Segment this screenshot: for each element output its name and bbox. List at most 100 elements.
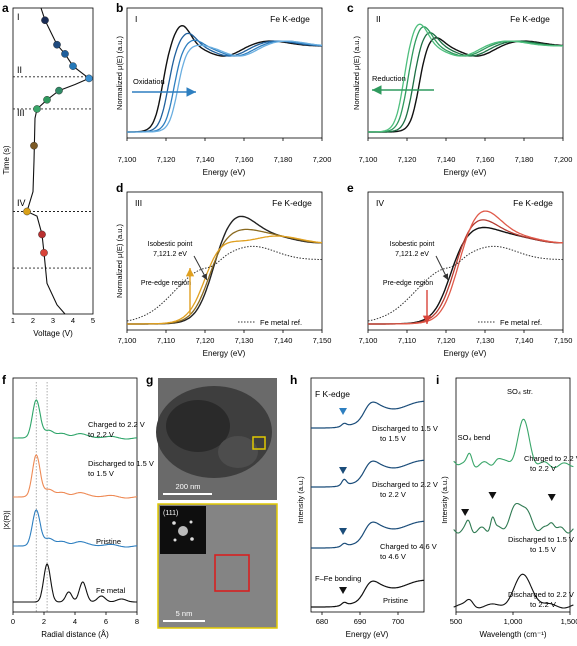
y-axis-label: Normalized μ(E) (a.u.) bbox=[115, 36, 124, 110]
x-ticks: 7,100 7,120 7,140 7,160 7,180 7,200 bbox=[118, 138, 332, 164]
isosbestic-label: Isobestic point bbox=[148, 241, 193, 248]
arrow-label: Reduction bbox=[372, 74, 406, 83]
xanes-series-line bbox=[127, 39, 323, 133]
panel-h-plot bbox=[311, 400, 425, 608]
roman-label: II bbox=[376, 14, 381, 24]
panel-letter: d bbox=[116, 181, 123, 195]
series-label: to 2.2 V bbox=[530, 600, 556, 609]
region-label: II bbox=[17, 65, 22, 75]
time-point-marker bbox=[30, 141, 38, 150]
x-tick-label: 7,120 bbox=[157, 155, 176, 164]
y-axis-label: Normalized μ(E) (a.u.) bbox=[352, 36, 361, 110]
series-label: Charged to 2.2 V bbox=[524, 454, 577, 463]
x-tick-label: 7,140 bbox=[515, 336, 534, 345]
raman-series-line bbox=[453, 573, 574, 609]
edge-label: Fe K-edge bbox=[510, 14, 550, 24]
ft-series-line bbox=[13, 509, 138, 548]
panel-b-plot bbox=[127, 24, 323, 133]
panel-a-frame bbox=[12, 7, 94, 315]
isosbestic-value: 7,121.2 eV bbox=[395, 251, 429, 258]
plot-frame bbox=[310, 377, 425, 613]
x-tick-label: 0 bbox=[11, 617, 15, 626]
arrow-label: Oxidation bbox=[133, 77, 165, 86]
xanes-series-line bbox=[127, 32, 323, 133]
time-point-marker bbox=[38, 230, 46, 239]
xanes-series-line bbox=[126, 245, 323, 322]
x-tick-label: 7,100 bbox=[359, 155, 378, 164]
edge-label: Fe K-edge bbox=[270, 14, 310, 24]
edge-label: Fe K-edge bbox=[272, 198, 312, 208]
x-axis-label: Energy (eV) bbox=[346, 630, 389, 639]
xanes-series-line bbox=[127, 235, 323, 325]
f-kedge-series-line bbox=[311, 400, 425, 429]
x-tick-label: 7,160 bbox=[235, 155, 254, 164]
x-tick-label: 7,150 bbox=[554, 336, 573, 345]
x-tick-label: 2 bbox=[42, 617, 46, 626]
x-tick-label: 7,150 bbox=[313, 336, 332, 345]
triangle-marker bbox=[339, 587, 348, 594]
zoom-box bbox=[252, 436, 266, 450]
xanes-series-line bbox=[368, 23, 563, 133]
xanes-series-line bbox=[367, 245, 564, 322]
fft-center bbox=[178, 526, 188, 536]
panel-g: g 200 nm (111) 5 nm bbox=[146, 373, 278, 629]
time-point-marker bbox=[40, 248, 48, 257]
x-tick-label: 7,180 bbox=[515, 155, 534, 164]
panel-letter: h bbox=[290, 373, 297, 387]
x-tick-label: 7,120 bbox=[196, 336, 215, 345]
panel-c-plot bbox=[368, 23, 564, 133]
y-axis-label: Normalized μ(E) (a.u.) bbox=[115, 224, 124, 298]
x-ticks: 0 2 4 6 8 bbox=[11, 612, 139, 626]
y-axis-label: Time (s) bbox=[2, 145, 11, 174]
panel-letter: g bbox=[146, 373, 153, 387]
so4-bend-label: SO₄ bend bbox=[458, 433, 491, 442]
time-point-marker bbox=[43, 96, 51, 104]
y-axis-label: Intensity (a.u.) bbox=[296, 476, 305, 524]
plot-frame bbox=[126, 7, 323, 139]
x-tick-label: 7,110 bbox=[398, 336, 416, 345]
panel-c: c II Fe K-edge Reduction 7,100 7,120 7,140… bbox=[347, 1, 572, 177]
x-tick-label: 680 bbox=[316, 617, 329, 626]
xanes-series-line bbox=[127, 40, 323, 133]
panel-letter: f bbox=[2, 373, 7, 387]
x-tick-label: 4 bbox=[73, 617, 77, 626]
x-tick-label: 6 bbox=[104, 617, 108, 626]
series-label: to 4.6 V bbox=[380, 552, 406, 561]
x-tick-label: 7,200 bbox=[313, 155, 332, 164]
xanes-series-line bbox=[127, 215, 322, 325]
particle-shadow bbox=[166, 400, 230, 452]
panel-letter: b bbox=[116, 1, 123, 15]
isosbestic-arrow bbox=[193, 255, 208, 281]
xanes-series-line bbox=[368, 37, 564, 133]
red-box bbox=[214, 554, 250, 592]
time-point-marker bbox=[61, 50, 69, 58]
time-point-marker bbox=[53, 40, 61, 49]
x-tick-label: 4 bbox=[71, 316, 75, 325]
panel-letter: a bbox=[2, 1, 9, 15]
x-tick-label: 7,120 bbox=[437, 336, 456, 345]
fft-spot bbox=[172, 521, 176, 525]
x-ticks: 7,100 7,120 7,140 7,160 7,180 7,200 bbox=[359, 138, 572, 164]
series-label: Pristine bbox=[96, 537, 121, 546]
time-point-marker bbox=[85, 74, 93, 83]
fft-spot bbox=[190, 537, 194, 541]
plot-frame bbox=[367, 191, 564, 331]
ft-series-line bbox=[13, 399, 138, 440]
panel-letter: e bbox=[347, 181, 354, 195]
edge-label: F K-edge bbox=[315, 389, 350, 399]
fft-label: (111) bbox=[163, 510, 178, 517]
x-tick-label: 7,130 bbox=[476, 336, 495, 345]
x-ticks: 7,100 7,110 7,120 7,130 7,140 7,150 bbox=[359, 330, 573, 345]
panel-d-plot bbox=[126, 215, 323, 325]
series-label: to 1.5 V bbox=[530, 545, 556, 554]
series-label: to 2.2 V bbox=[530, 464, 556, 473]
x-tick-label: 700 bbox=[392, 617, 405, 626]
triangle-marker bbox=[339, 528, 348, 535]
triangle-marker bbox=[547, 494, 556, 501]
f-kedge-series-line bbox=[311, 459, 425, 488]
f-kedge-series-line bbox=[311, 579, 425, 608]
x-tick-label: 7,100 bbox=[118, 336, 137, 345]
series-label: Discharged to 1.5 V bbox=[508, 535, 574, 544]
panel-letter: c bbox=[347, 1, 354, 15]
